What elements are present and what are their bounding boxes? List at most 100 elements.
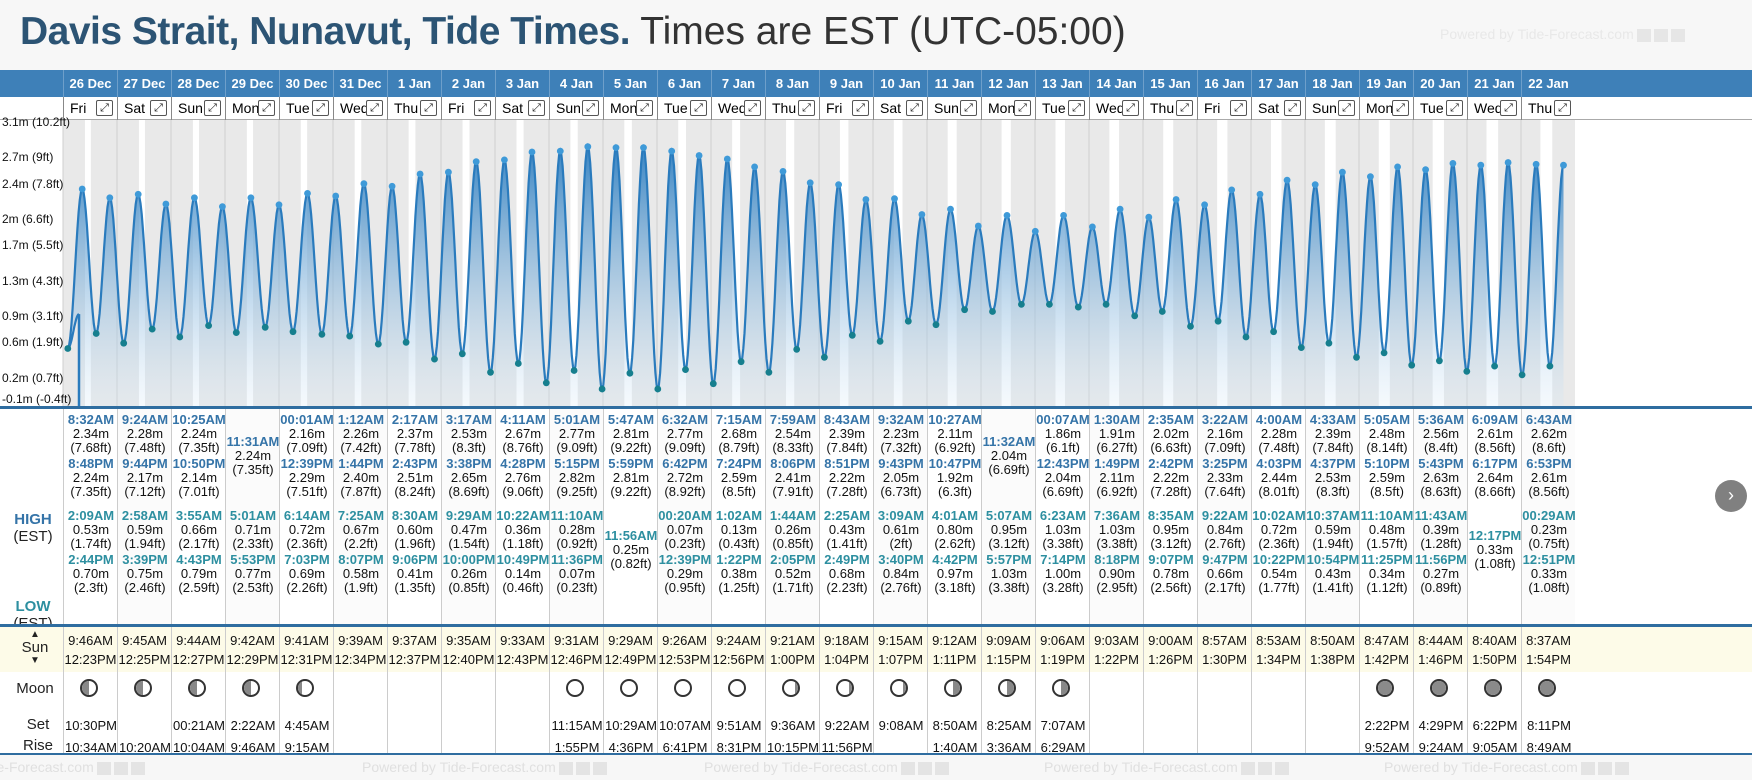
expand-day-icon[interactable]: ⤢	[1230, 100, 1247, 116]
date-header: 26 Dec	[63, 70, 117, 97]
high-tide-time: 2:43PM	[392, 456, 438, 471]
high-tide-time: 8:43AM	[823, 412, 871, 427]
weekday-cell: Fri ⤢	[63, 97, 117, 120]
high-tide-time: 2:17AM	[391, 412, 439, 427]
low-tide-point	[431, 355, 438, 363]
low-tide-height: 0.27m	[1422, 566, 1460, 581]
low-tide-point	[1187, 323, 1194, 330]
expand-day-icon[interactable]: ⤢	[258, 100, 275, 116]
moon-cell: 10:29AM 4:36PM	[603, 672, 657, 755]
expand-day-icon[interactable]: ⤢	[690, 100, 707, 116]
date-header: 11 Jan	[927, 70, 981, 97]
high-tide-height: 2.48m	[1368, 426, 1406, 441]
low-tide-entry: 12:17PM 0.33m (1.08ft)	[1468, 529, 1522, 571]
expand-day-icon[interactable]: ⤢	[1122, 100, 1139, 116]
expand-day-icon[interactable]: ⤢	[1176, 100, 1193, 116]
high-tide-time: 1:49PM	[1094, 456, 1140, 471]
high-tide-time: 10:25AM	[172, 412, 226, 427]
low-tide-time: 00:29AM	[1522, 508, 1576, 523]
high-tide-time: 4:03PM	[1256, 456, 1302, 471]
moonset-time: 6:22PM	[1472, 718, 1518, 733]
expand-day-icon[interactable]: ⤢	[1284, 100, 1301, 116]
expand-day-icon[interactable]: ⤢	[1014, 100, 1031, 116]
moon-phase-icon	[890, 679, 908, 697]
high-tide-entry: 4:28PM 2.76m (9.06ft)	[496, 457, 550, 499]
expand-day-icon[interactable]: ⤢	[420, 100, 437, 116]
high-tide-entry: 10:25AM 2.24m (7.35ft)	[172, 413, 226, 455]
low-tide-entry: 10:22AM 0.36m (1.18ft)	[496, 509, 550, 551]
weekday-cell: Sun ⤢	[927, 97, 981, 120]
expand-day-icon[interactable]: ⤢	[1500, 100, 1517, 116]
expand-day-icon[interactable]: ⤢	[204, 100, 221, 116]
low-tide-height: 0.66m	[1206, 566, 1244, 581]
low-tide-height: 1.03m	[1098, 522, 1136, 537]
low-tide-feet: (2.95ft)	[1096, 580, 1138, 595]
moon-cell: 2:22AM 9:46AM	[225, 672, 279, 755]
high-tide-time: 9:44PM	[122, 456, 168, 471]
high-tide-feet: (6.1ft)	[1046, 440, 1080, 455]
low-tide-time: 7:03PM	[284, 552, 330, 567]
expand-day-icon[interactable]: ⤢	[312, 100, 329, 116]
scroll-right-button[interactable]: ›	[1715, 480, 1747, 512]
weekday-cell: Mon ⤢	[603, 97, 657, 120]
high-tide-height: 2.11m	[1099, 470, 1135, 485]
expand-day-icon[interactable]: ⤢	[1068, 100, 1085, 116]
low-tide-time: 11:56AM	[604, 528, 658, 543]
low-tide-feet: (2.56ft)	[1150, 580, 1192, 595]
low-tide-entry: 8:18PM 0.90m (2.95ft)	[1090, 553, 1144, 595]
low-tide-entry: 12:39PM 0.29m (0.95ft)	[658, 553, 712, 595]
expand-day-icon[interactable]: ⤢	[1554, 100, 1571, 116]
sun-cell: 9:06AM 1:19PM	[1035, 627, 1089, 672]
moon-cell: 8:11PM 8:49AM	[1521, 672, 1575, 755]
expand-day-icon[interactable]: ⤢	[366, 100, 383, 116]
low-tide-entry: 11:43AM 0.39m (1.28ft)	[1414, 509, 1468, 551]
moonrise-time: 6:29AM	[1040, 740, 1086, 755]
high-tide-entry: 7:15AM 2.68m (8.79ft)	[712, 413, 766, 455]
high-tide-point	[219, 203, 226, 210]
high-tide-height: 2.61m	[1476, 426, 1514, 441]
low-tide-time: 8:30AM	[391, 508, 439, 523]
high-tide-height: 2.76m	[504, 470, 542, 485]
sunset-time: 1:00PM	[770, 652, 815, 667]
low-tide-feet: (0.46ft)	[502, 580, 544, 595]
tide-times-section: HIGH(EST) LOW(EST) 8:32AM2.34m(7.68ft)8:…	[0, 409, 1752, 632]
high-tide-height: 2.61m	[1530, 470, 1568, 485]
sunset-time: 12:37PM	[388, 652, 441, 667]
sunrise-time: 9:42AM	[230, 633, 275, 648]
expand-day-icon[interactable]: ⤢	[906, 100, 923, 116]
expand-day-icon[interactable]: ⤢	[636, 100, 653, 116]
day-tide-column: 00:07AM 1.86m (6.1ft) 12:43PM 2.04m (6.69ft) 6…	[1035, 409, 1090, 624]
expand-day-icon[interactable]: ⤢	[798, 100, 815, 116]
expand-day-icon[interactable]: ⤢	[852, 100, 869, 116]
expand-day-icon[interactable]: ⤢	[582, 100, 599, 116]
expand-day-icon[interactable]: ⤢	[474, 100, 491, 116]
expand-day-icon[interactable]: ⤢	[150, 100, 167, 116]
sunrise-time: 9:06AM	[1040, 633, 1085, 648]
day-tide-column: 4:00AM 2.28m (7.48ft) 4:03PM 2.44m (8.01ft) 10…	[1251, 409, 1306, 624]
expand-day-icon[interactable]: ⤢	[96, 100, 113, 116]
moonset-time: 11:15AM	[551, 718, 603, 733]
low-tide-time: 9:07PM	[1148, 552, 1194, 567]
date-header: 16 Jan	[1197, 70, 1251, 97]
high-tide-point	[779, 168, 787, 175]
high-tide-point	[1172, 196, 1180, 203]
high-tide-time: 10:50PM	[172, 456, 226, 471]
expand-day-icon[interactable]: ⤢	[1392, 100, 1409, 116]
expand-day-icon[interactable]: ⤢	[744, 100, 761, 116]
expand-day-icon[interactable]: ⤢	[960, 100, 977, 116]
y-axis-label: 2.4m (7.8ft)	[2, 176, 64, 191]
high-tide-entry: 12:43PM 2.04m (6.69ft)	[1036, 457, 1090, 499]
page-title: Davis Strait, Nunavut, Tide Times. Times…	[20, 10, 1126, 53]
moon-phase-icon	[296, 679, 314, 697]
expand-day-icon[interactable]: ⤢	[528, 100, 545, 116]
low-tide-entry: 9:22AM 0.84m (2.76ft)	[1198, 509, 1252, 551]
low-tide-time: 10:37AM	[1306, 508, 1360, 523]
high-tide-entry: 7:59AM 2.54m (8.33ft)	[766, 413, 820, 455]
high-tide-feet: (7.42ft)	[340, 440, 382, 455]
weekday-cell: Thu ⤢	[1521, 97, 1575, 120]
low-tide-point	[737, 358, 745, 366]
expand-day-icon[interactable]: ⤢	[1338, 100, 1355, 116]
expand-day-icon[interactable]: ⤢	[1446, 100, 1463, 116]
moon-row: Moon Set Rise 10:30PM 10:34AM 10:20AM 00:21AM…	[0, 672, 1752, 755]
moonrise-time: 10:34AM	[64, 740, 118, 755]
